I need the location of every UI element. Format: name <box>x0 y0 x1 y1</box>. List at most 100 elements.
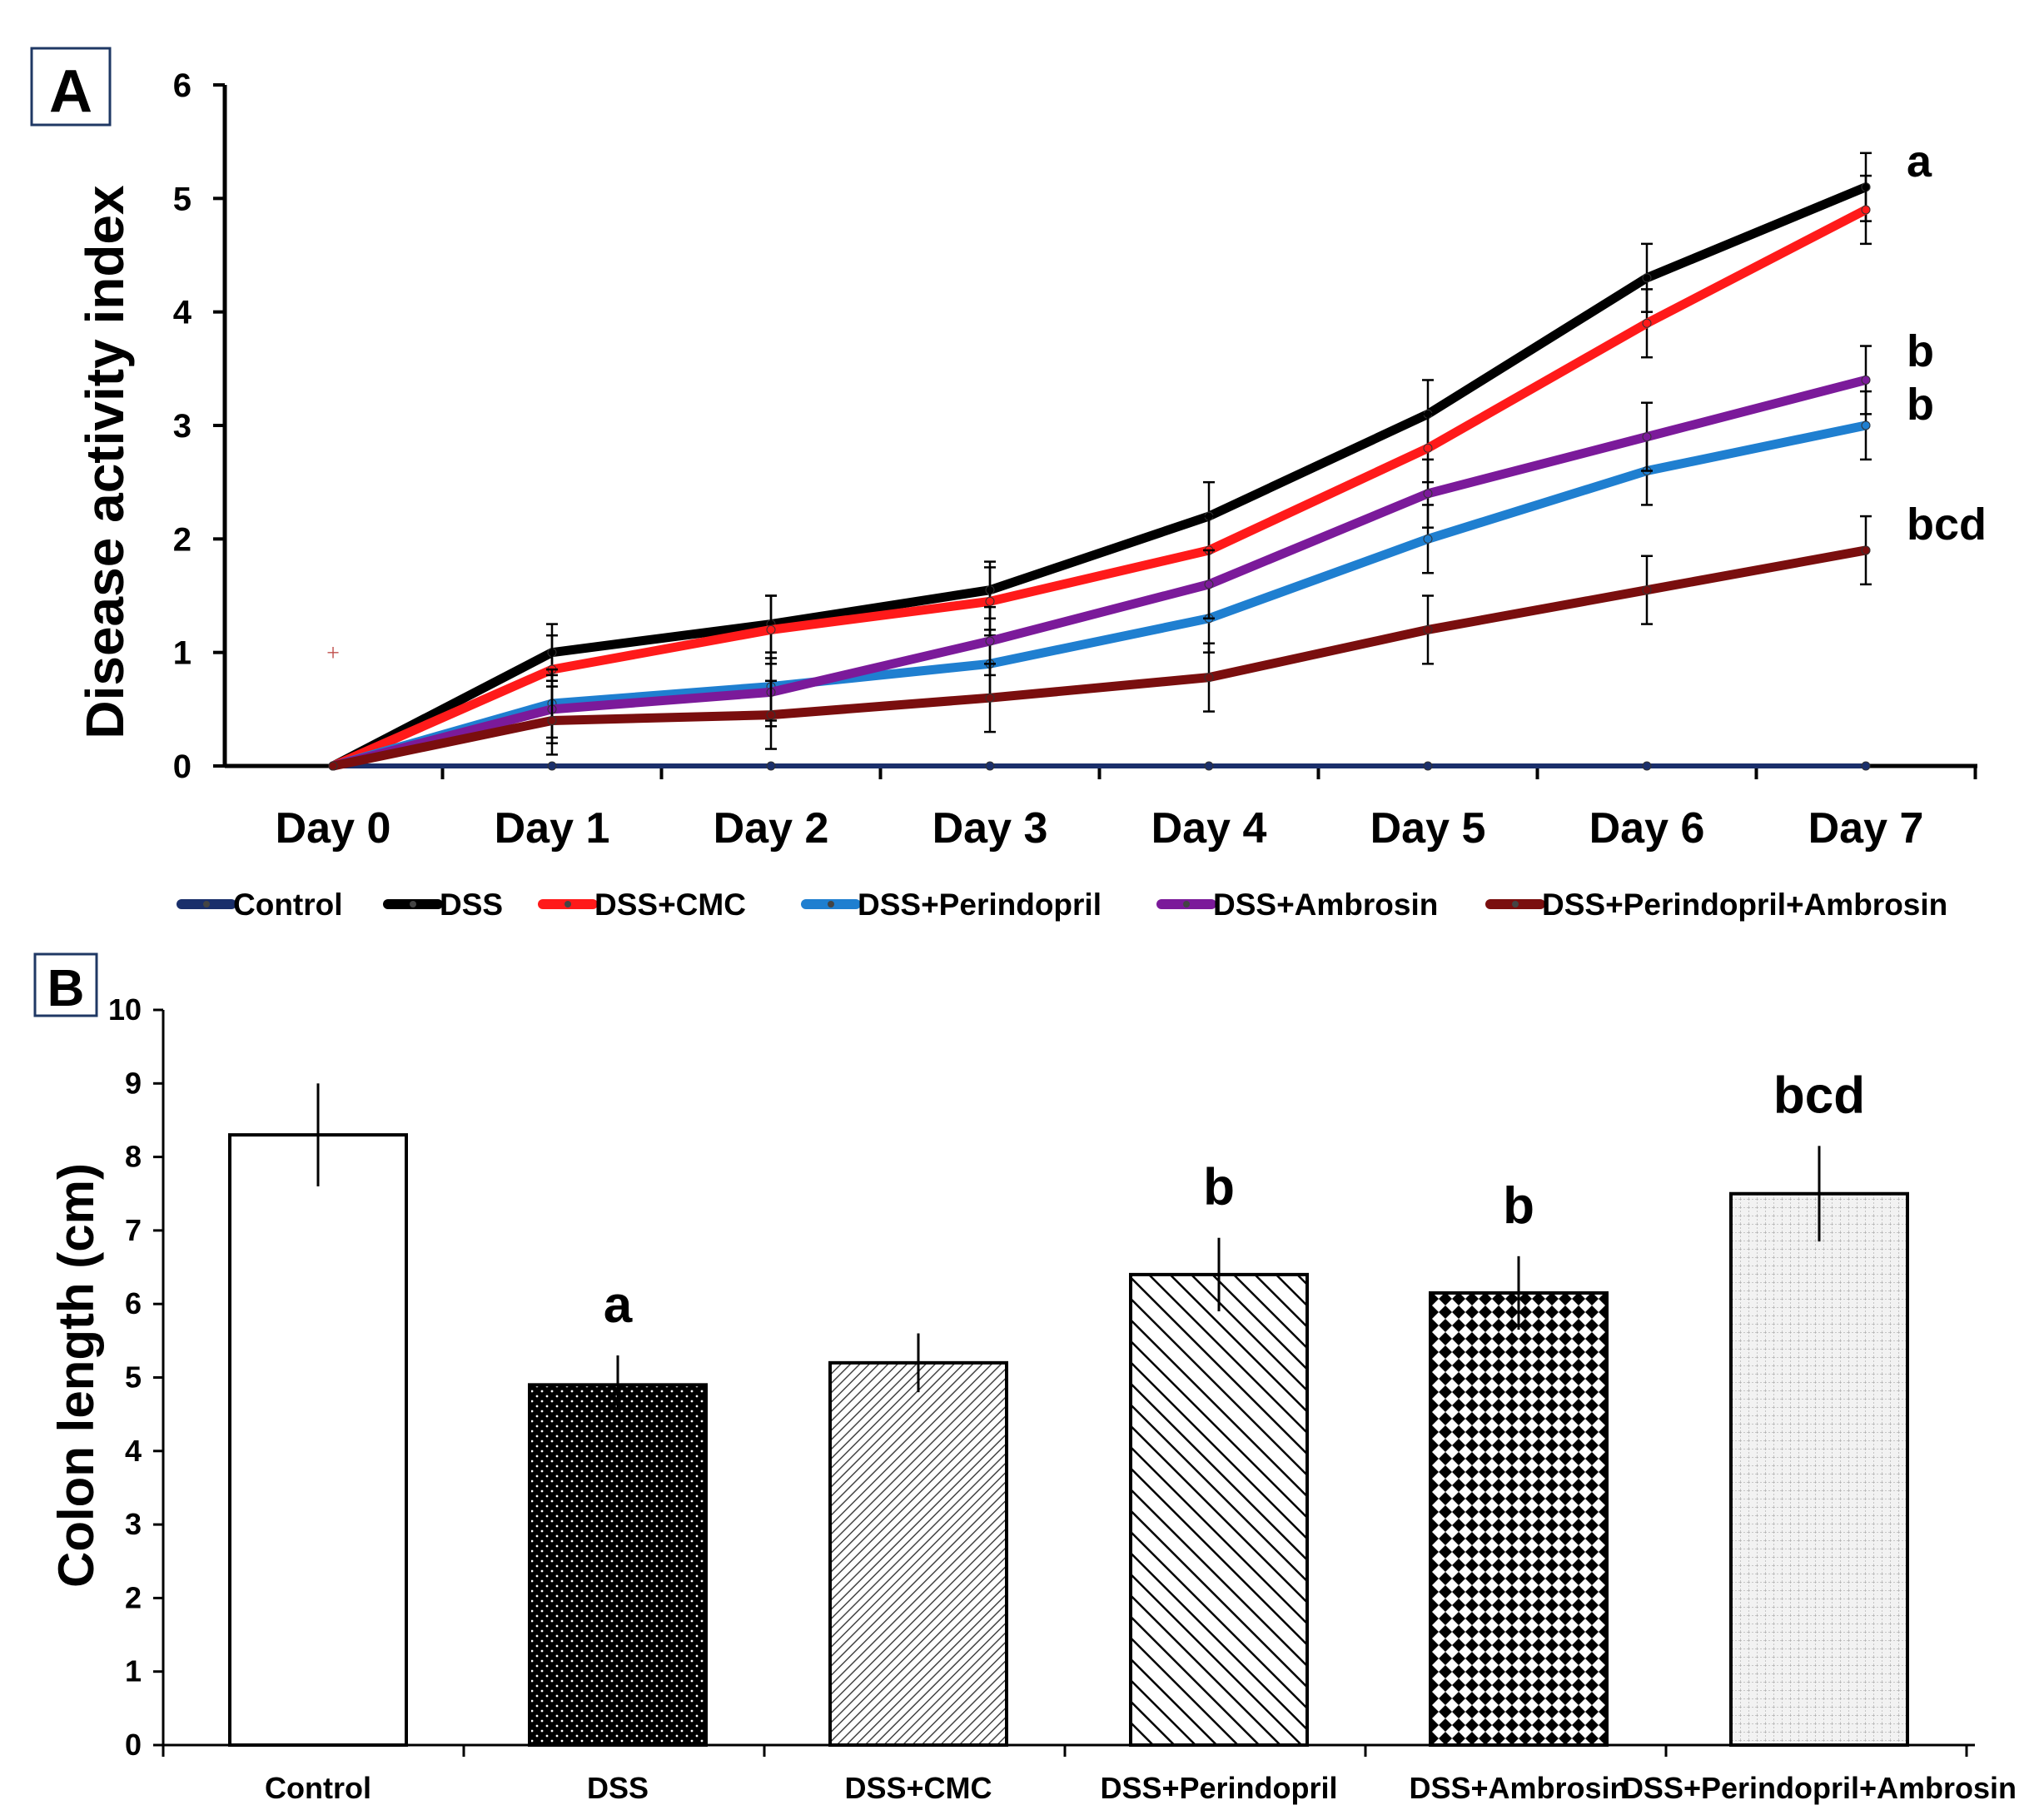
y-tick-label: 3 <box>125 1507 142 1541</box>
panel-b-axes: 0 1 2 3 4 5 6 7 8 9 10 Colon length (cm) <box>48 992 1975 1762</box>
panel-a-legend: Control DSS DSS+CMC DSS+Perindopril DSS+Ambr… <box>177 888 1947 922</box>
data-point <box>766 761 776 771</box>
bar <box>1129 1272 1309 1747</box>
stray-plus-marker: + <box>326 641 340 667</box>
y-tick-label: 1 <box>125 1654 142 1688</box>
series-line <box>328 205 1871 771</box>
bar <box>828 1360 1008 1747</box>
x-tick-label: Day 2 <box>714 804 829 853</box>
legend-marker <box>410 901 416 908</box>
significance-label: bcd <box>1907 500 1987 549</box>
data-point <box>1861 205 1871 215</box>
significance-label: a <box>604 1276 633 1334</box>
legend-label: DSS <box>440 888 503 922</box>
data-point <box>985 636 995 646</box>
x-tick-label: Day 4 <box>1151 804 1267 853</box>
legend-marker <box>1183 901 1190 908</box>
x-tick-label: DSS+Perindopril+Ambrosin <box>1622 1771 2017 1805</box>
x-tick-label: Control <box>265 1771 371 1805</box>
bar-group-dss-plus-perindopril: DSS+Perindopril b <box>1100 1159 1337 1805</box>
y-tick-label: 2 <box>173 521 191 558</box>
data-point <box>547 715 557 725</box>
data-point <box>766 710 776 720</box>
series-dss-plus-perindopril <box>328 390 1872 771</box>
x-tick-label: Day 7 <box>1808 804 1924 853</box>
data-point <box>766 624 776 634</box>
x-tick-label: DSS+CMC <box>844 1771 992 1805</box>
y-tick-label: 10 <box>108 992 142 1027</box>
panel-b: B 0 1 2 3 4 5 6 7 8 9 10 Colon length (cm) Control D… <box>33 952 2017 1805</box>
data-point <box>1423 624 1433 634</box>
series-line <box>328 375 1871 771</box>
y-tick-label: 1 <box>173 635 191 672</box>
x-tick-label: Day 5 <box>1370 804 1486 853</box>
significance-label: bcd <box>1773 1067 1865 1124</box>
data-point <box>1423 761 1433 771</box>
bar <box>1429 1290 1609 1747</box>
legend-marker <box>828 901 834 908</box>
x-tick-label: Day 6 <box>1589 804 1705 853</box>
y-tick-label: 6 <box>125 1286 142 1320</box>
x-tick-label: DSS+Ambrosin <box>1409 1771 1628 1805</box>
y-tick-label: 5 <box>173 181 191 217</box>
data-point <box>985 596 995 606</box>
legend-label: Control <box>233 888 343 922</box>
y-axis-title: Disease activity index <box>75 185 135 739</box>
x-tick-label: Day 0 <box>276 804 391 853</box>
bar-group-dss-plus-cmc: DSS+CMC <box>828 1333 1008 1805</box>
data-point <box>985 761 995 771</box>
series-dss-plus-ambrosin <box>328 345 1872 771</box>
data-point <box>1642 585 1652 595</box>
y-tick-label: 9 <box>125 1066 142 1100</box>
significance-label: b <box>1907 326 1934 376</box>
y-tick-label: 3 <box>173 408 191 445</box>
bar-group-dss-plus-ambrosin: DSS+Ambrosin b <box>1409 1177 1628 1805</box>
data-point <box>1861 761 1871 771</box>
data-point <box>1423 443 1433 453</box>
y-tick-label: 5 <box>125 1360 142 1395</box>
y-axis-title: Colon length (cm) <box>48 1163 104 1588</box>
bar <box>1729 1191 1909 1747</box>
bar-group-control: Control <box>228 1083 408 1805</box>
series-line <box>328 420 1871 771</box>
data-point <box>328 761 338 771</box>
bar <box>528 1383 708 1747</box>
x-tick-label: Day 3 <box>932 804 1048 853</box>
bar-group-dss-plus-perindopril-plus-ambrosin: DSS+Perindopril+Ambrosin bcd <box>1622 1067 2017 1805</box>
data-point <box>1423 534 1433 544</box>
series-dss-plus-perindopril-plus-ambrosin <box>328 515 1872 771</box>
significance-label: b <box>1907 380 1934 430</box>
series-line <box>328 545 1871 771</box>
bar <box>228 1133 408 1747</box>
data-point <box>1642 318 1652 328</box>
data-point <box>1204 579 1214 589</box>
legend-label: DSS+Perindopril <box>858 888 1102 922</box>
y-tick-label: 6 <box>173 67 191 104</box>
x-tick-label: Day 1 <box>495 804 610 853</box>
bar-group-dss: DSS a <box>528 1276 708 1805</box>
data-point <box>1642 273 1652 283</box>
legend-label: DSS+Ambrosin <box>1213 888 1438 922</box>
significance-label: a <box>1907 137 1932 186</box>
data-point <box>1861 545 1871 555</box>
data-point <box>1204 761 1214 771</box>
data-point <box>1642 761 1652 771</box>
y-tick-label: 4 <box>125 1434 142 1468</box>
data-point <box>1642 432 1652 442</box>
data-point <box>547 761 557 771</box>
significance-label: b <box>1503 1177 1534 1235</box>
legend-marker <box>564 901 571 908</box>
data-point <box>1204 673 1214 683</box>
panel-a-label: A <box>49 58 92 125</box>
panel-a-label-box <box>30 47 112 127</box>
significance-label: b <box>1203 1159 1235 1216</box>
legend-label: DSS+CMC <box>594 888 746 922</box>
y-tick-label: 0 <box>173 748 191 785</box>
x-tick-label: DSS <box>587 1771 649 1805</box>
y-tick-label: 7 <box>125 1213 142 1247</box>
data-point <box>1423 489 1433 499</box>
data-point <box>985 693 995 703</box>
panel-b-label: B <box>47 960 85 1017</box>
